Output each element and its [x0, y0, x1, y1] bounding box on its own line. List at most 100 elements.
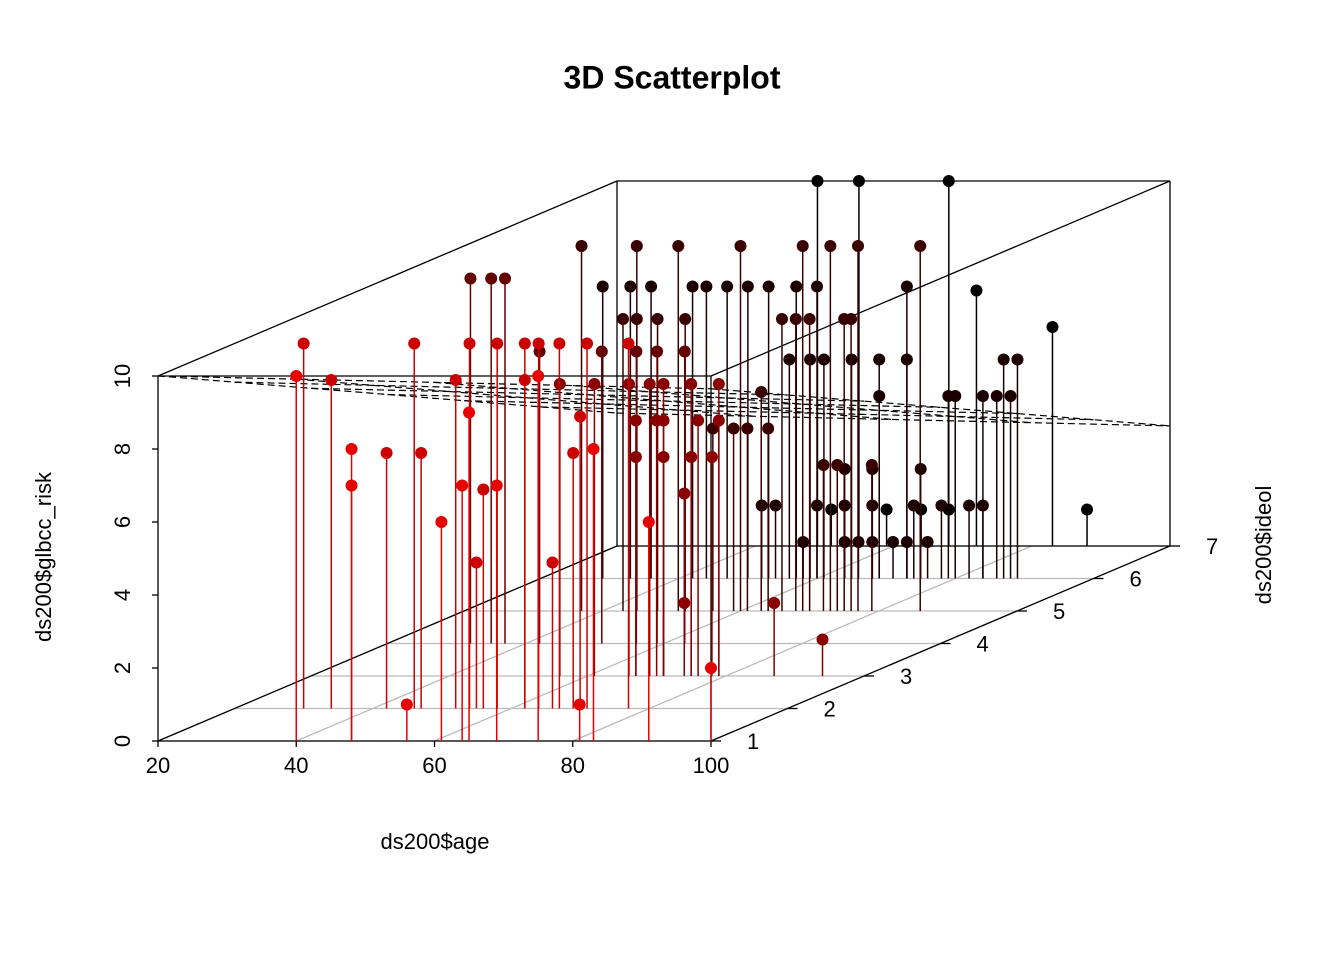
point: [588, 378, 601, 390]
point: [734, 240, 747, 252]
point: [622, 337, 635, 350]
point: [811, 280, 823, 293]
point: [942, 390, 955, 402]
point: [587, 443, 600, 455]
point: [1011, 353, 1024, 366]
z-tick-label: 0: [110, 735, 135, 747]
point: [970, 284, 983, 297]
x-tick-label: 20: [146, 753, 170, 778]
point: [1004, 390, 1017, 402]
point: [727, 422, 740, 435]
point: [672, 240, 685, 252]
z-tick-label: 10: [110, 364, 135, 388]
x-tick-label: 80: [561, 753, 585, 778]
point: [567, 447, 580, 459]
z-tick-label: 8: [110, 443, 135, 455]
point: [811, 175, 824, 187]
point: [470, 556, 483, 569]
regression-plane-line: [616, 412, 1171, 427]
point: [630, 240, 643, 252]
x-axis-label: ds200$age: [381, 829, 490, 854]
z-tick-label: 4: [110, 589, 135, 601]
point: [651, 345, 664, 358]
point: [712, 378, 725, 390]
point: [789, 313, 802, 325]
point: [825, 503, 838, 516]
point: [783, 353, 796, 366]
point: [775, 313, 788, 325]
y-tick-label: 6: [1130, 566, 1142, 591]
point: [456, 479, 469, 492]
point: [816, 633, 829, 646]
point: [976, 390, 989, 402]
point: [679, 313, 692, 325]
point: [449, 374, 462, 386]
point: [477, 483, 490, 496]
y-tick-label: 2: [824, 696, 836, 721]
point: [630, 345, 643, 358]
z-axis-label: ds200$glbcc_risk: [31, 471, 56, 642]
y-tick-label: 5: [1053, 599, 1065, 624]
point: [705, 662, 717, 674]
point: [963, 499, 976, 512]
x-tick-label: 60: [422, 753, 446, 778]
point: [796, 240, 809, 252]
point: [518, 337, 531, 350]
point: [290, 370, 303, 382]
point: [838, 313, 851, 325]
point: [345, 443, 358, 455]
box-edge: [157, 545, 618, 742]
point: [485, 272, 498, 285]
point: [990, 390, 1003, 402]
point: [769, 499, 782, 512]
point: [721, 280, 734, 293]
point: [865, 459, 878, 471]
point: [907, 499, 920, 512]
y-tick-label: 4: [977, 631, 989, 656]
point: [642, 516, 655, 528]
point: [596, 280, 609, 293]
point: [921, 536, 934, 548]
point: [532, 337, 545, 350]
point: [852, 240, 865, 252]
point: [380, 447, 393, 459]
point: [678, 345, 691, 358]
regression-plane-line: [234, 381, 788, 396]
point: [624, 280, 637, 293]
point: [575, 240, 588, 252]
point: [762, 422, 775, 435]
z-tick-label: 2: [110, 662, 135, 674]
point: [686, 280, 699, 293]
point: [532, 370, 545, 382]
point: [831, 459, 844, 471]
point: [546, 556, 559, 569]
point: [645, 280, 658, 293]
point: [705, 451, 718, 463]
point: [463, 406, 476, 419]
point: [942, 175, 955, 187]
x-tick-label: 40: [284, 753, 308, 778]
point: [741, 280, 754, 293]
point: [768, 597, 781, 609]
point: [678, 487, 691, 500]
point: [581, 337, 594, 350]
point: [880, 503, 893, 516]
point: [1046, 321, 1059, 333]
x-tick-label: 100: [693, 753, 730, 778]
y-tick-label: 7: [1206, 534, 1218, 559]
box-edge: [710, 180, 1171, 377]
point: [678, 597, 691, 609]
point: [685, 378, 698, 390]
y-tick-label: 1: [747, 729, 759, 754]
point: [650, 414, 663, 427]
chart-title: 3D Scatterplot: [564, 59, 781, 95]
point: [803, 313, 816, 325]
point: [463, 337, 476, 350]
point: [700, 280, 713, 293]
point: [852, 175, 865, 187]
point: [1081, 503, 1094, 516]
point: [325, 374, 338, 386]
point: [616, 313, 629, 325]
